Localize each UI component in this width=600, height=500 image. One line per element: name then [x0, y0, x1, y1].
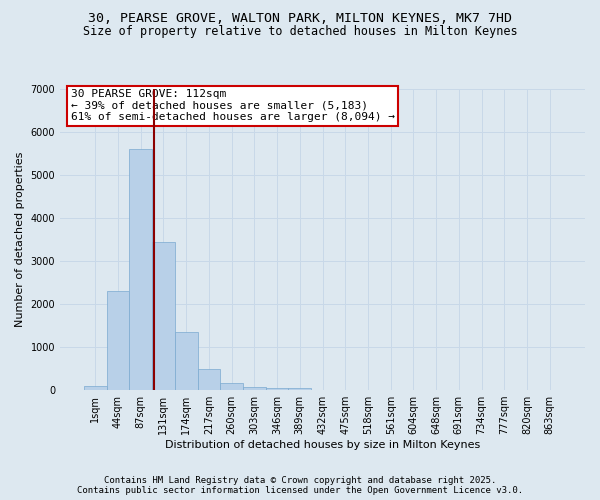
Bar [84, 386, 107, 390]
Y-axis label: Number of detached properties: Number of detached properties [15, 152, 25, 327]
Bar [220, 383, 243, 390]
X-axis label: Distribution of detached houses by size in Milton Keynes: Distribution of detached houses by size … [165, 440, 480, 450]
Text: 30, PEARSE GROVE, WALTON PARK, MILTON KEYNES, MK7 7HD: 30, PEARSE GROVE, WALTON PARK, MILTON KE… [88, 12, 512, 26]
Bar [175, 332, 197, 390]
Bar [130, 149, 152, 390]
Bar [289, 388, 311, 390]
Bar [197, 370, 220, 390]
Bar [152, 242, 175, 390]
Text: Contains HM Land Registry data © Crown copyright and database right 2025.: Contains HM Land Registry data © Crown c… [104, 476, 496, 485]
Bar [266, 388, 289, 390]
Bar [107, 291, 130, 390]
Text: Contains public sector information licensed under the Open Government Licence v3: Contains public sector information licen… [77, 486, 523, 495]
Text: Size of property relative to detached houses in Milton Keynes: Size of property relative to detached ho… [83, 25, 517, 38]
Text: 30 PEARSE GROVE: 112sqm
← 39% of detached houses are smaller (5,183)
61% of semi: 30 PEARSE GROVE: 112sqm ← 39% of detache… [71, 89, 395, 122]
Bar [243, 386, 266, 390]
